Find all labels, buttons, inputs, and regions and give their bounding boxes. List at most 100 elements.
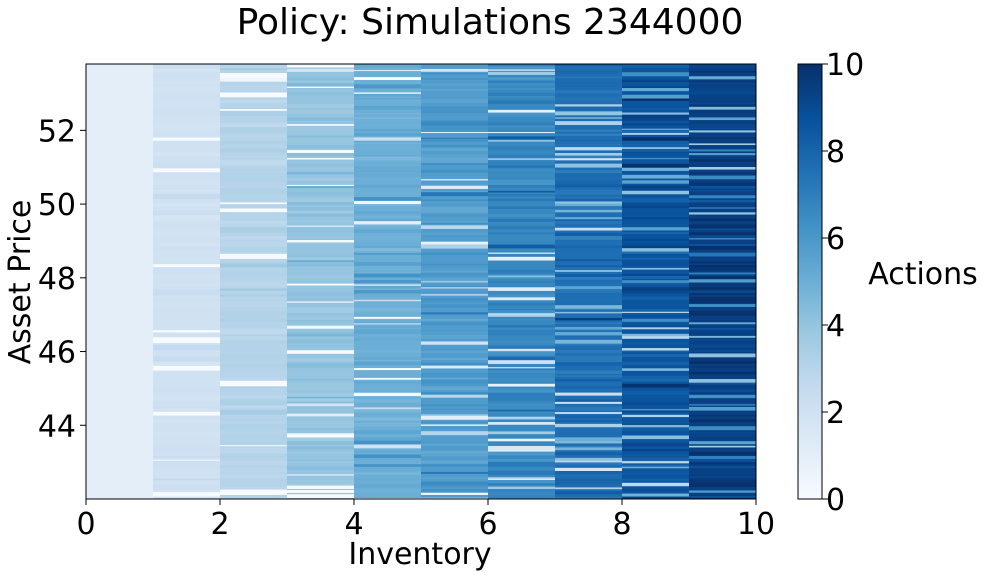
heatmap-cell: [689, 357, 756, 362]
heatmap-cell: [689, 455, 756, 460]
heatmap-cell: [220, 370, 287, 375]
heatmap-cell: [622, 108, 689, 110]
heatmap-cell: [555, 437, 622, 441]
heatmap-cell: [622, 348, 689, 351]
heatmap-cell: [153, 243, 220, 246]
heatmap-cell: [153, 72, 220, 78]
heatmap-cell: [488, 205, 555, 207]
heatmap-cell: [421, 206, 488, 210]
heatmap-cell: [287, 130, 354, 135]
heatmap-cell: [622, 86, 689, 89]
heatmap-cell: [555, 99, 622, 103]
heatmap-cell: [287, 96, 354, 100]
heatmap-cell: [354, 450, 421, 454]
heatmap-cell: [421, 497, 488, 499]
heatmap-cell: [287, 235, 354, 239]
heatmap-cell: [354, 173, 421, 177]
heatmap-cell: [220, 156, 287, 159]
heatmap-cell: [488, 225, 555, 230]
heatmap-cell: [555, 420, 622, 422]
heatmap-cell: [421, 271, 488, 273]
heatmap-cell: [488, 297, 555, 301]
heatmap-cell: [421, 318, 488, 322]
heatmap-cell: [153, 471, 220, 476]
heatmap-cell: [354, 176, 421, 180]
heatmap-cell: [153, 361, 220, 366]
heatmap-cell: [689, 472, 756, 475]
heatmap-cell: [287, 211, 354, 214]
heatmap-cell: [488, 327, 555, 330]
heatmap-cell: [689, 431, 756, 434]
heatmap-cell: [555, 445, 622, 448]
heatmap-cell: [488, 477, 555, 480]
heatmap-cell: [354, 219, 421, 222]
heatmap-cell: [220, 321, 287, 324]
heatmap-cell: [354, 184, 421, 188]
heatmap-cell: [421, 336, 488, 339]
heatmap-cell: [555, 216, 622, 218]
heatmap-cell: [622, 421, 689, 424]
heatmap-cell: [354, 229, 421, 234]
heatmap-cell: [354, 142, 421, 144]
heatmap-cell: [689, 459, 756, 463]
heatmap-cell: [622, 148, 689, 151]
heatmap-cell: [488, 112, 555, 116]
heatmap-cell: [689, 389, 756, 393]
heatmap-cell: [622, 198, 689, 200]
heatmap-cell: [689, 349, 756, 353]
heatmap-cell: [622, 410, 689, 412]
heatmap-cell: [153, 411, 220, 416]
heatmap-cell: [153, 459, 220, 461]
heatmap-cell: [153, 419, 220, 424]
heatmap-cell: [488, 146, 555, 151]
heatmap-cell: [354, 299, 421, 302]
heatmap-cell: [354, 72, 421, 75]
heatmap-cell: [287, 200, 354, 203]
heatmap-cell: [622, 457, 689, 462]
heatmap-cell: [287, 421, 354, 425]
heatmap-cell: [555, 471, 622, 474]
heatmap-cell: [153, 251, 220, 257]
heatmap-cell: [287, 215, 354, 217]
heatmap-cell: [689, 304, 756, 307]
heatmap-cell: [488, 244, 555, 249]
heatmap-cell: [488, 161, 555, 166]
heatmap-cell: [220, 202, 287, 205]
heatmap-cell: [354, 70, 421, 72]
heatmap-cell: [287, 297, 354, 302]
heatmap-cell: [354, 99, 421, 101]
heatmap-cell: [622, 488, 689, 492]
heatmap-cell: [555, 232, 622, 236]
heatmap-cell: [488, 403, 555, 406]
heatmap-cell: [421, 421, 488, 423]
heatmap-cell: [488, 126, 555, 128]
heatmap-cell: [220, 474, 287, 479]
heatmap-cell: [421, 489, 488, 492]
heatmap-cell: [689, 274, 756, 276]
heatmap-cell: [622, 227, 689, 231]
heatmap-cell: [622, 190, 689, 195]
heatmap-cell: [421, 255, 488, 258]
heatmap-cell: [287, 316, 354, 321]
heatmap-cell: [354, 156, 421, 159]
heatmap-cell: [555, 283, 622, 287]
heatmap-cell: [689, 474, 756, 476]
heatmap-cell: [287, 428, 354, 430]
heatmap-cell: [287, 485, 354, 489]
heatmap-cell: [555, 410, 622, 413]
heatmap-cell: [354, 368, 421, 371]
heatmap-cell: [488, 168, 555, 171]
heatmap-cell: [689, 394, 756, 399]
heatmap-cell: [354, 343, 421, 345]
y-tick-label: 46: [38, 336, 76, 371]
heatmap-cell: [354, 279, 421, 283]
heatmap-cell: [622, 248, 689, 252]
heatmap-cell: [622, 449, 689, 452]
heatmap-cell: [287, 387, 354, 391]
heatmap-cell: [555, 194, 622, 198]
heatmap-cell: [488, 319, 555, 321]
heatmap-cell: [689, 353, 756, 358]
heatmap-cell: [421, 341, 488, 345]
heatmap-cell: [689, 441, 756, 445]
heatmap-cell: [287, 309, 354, 312]
